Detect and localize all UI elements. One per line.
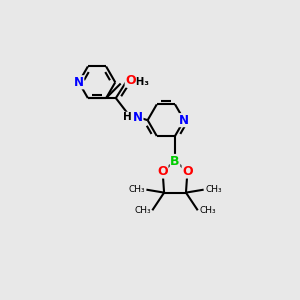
Text: N: N <box>74 76 84 89</box>
Text: O: O <box>182 165 193 178</box>
Text: CH₃: CH₃ <box>134 206 151 215</box>
Text: CH₃: CH₃ <box>129 77 150 87</box>
Text: CH₃: CH₃ <box>205 185 222 194</box>
Text: O: O <box>157 165 168 178</box>
Text: N: N <box>133 111 143 124</box>
Text: O: O <box>125 74 136 87</box>
Text: N: N <box>179 114 189 127</box>
Text: H: H <box>123 112 132 122</box>
Text: CH₃: CH₃ <box>128 185 145 194</box>
Text: B: B <box>170 154 180 167</box>
Text: CH₃: CH₃ <box>199 206 216 215</box>
